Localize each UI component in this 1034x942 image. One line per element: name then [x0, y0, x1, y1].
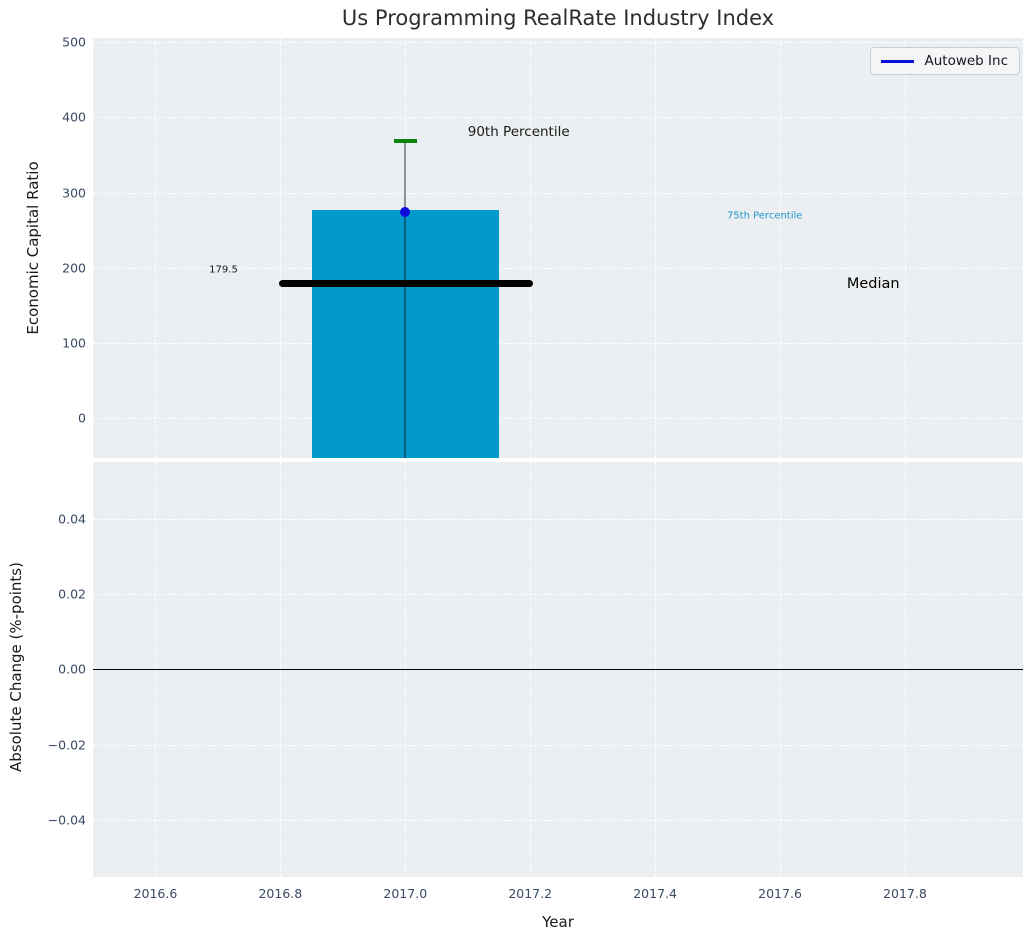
annotation-90th-percentile: 90th Percentile	[467, 123, 570, 140]
annotation-median: Median	[846, 275, 900, 292]
y-tick-label-top: 0	[78, 410, 86, 426]
gridline-horizontal	[93, 594, 1023, 596]
x-tick-label: 2017.8	[883, 886, 927, 901]
y-tick-label-bottom: 0.02	[58, 586, 86, 602]
x-tick-label: 2017.6	[758, 886, 802, 901]
y-tick-label-top: 100	[62, 335, 86, 351]
gridline-horizontal	[93, 518, 1023, 520]
annotation-179-5: 179.5	[209, 264, 238, 276]
gridline-vertical	[280, 38, 282, 458]
gridline-horizontal	[93, 42, 1023, 44]
y-tick-label-top: 300	[62, 185, 86, 201]
chart-title: Us Programming RealRate Industry Index	[341, 6, 775, 30]
bottom-axes-absolute-change	[93, 462, 1023, 877]
x-tick-label: 2017.0	[383, 886, 428, 901]
gridline-horizontal	[93, 192, 1023, 194]
y-tick-label-bottom: 0.04	[58, 511, 86, 527]
y-tick-label-bottom: −0.04	[47, 812, 86, 828]
x-axis-label: Year	[542, 913, 574, 931]
median-line	[278, 279, 534, 287]
gridline-horizontal	[93, 418, 1023, 420]
y-tick-label-top: 500	[62, 34, 86, 50]
percentile-error-line	[404, 141, 407, 458]
x-tick-label: 2017.4	[633, 886, 677, 901]
company-dot[interactable]	[400, 206, 411, 217]
annotation-75th-percentile: 75th Percentile	[726, 210, 803, 222]
gridline-vertical	[904, 38, 906, 458]
x-tick-label: 2016.6	[133, 886, 178, 901]
gridline-horizontal	[93, 819, 1023, 821]
legend[interactable]: Autoweb Inc	[870, 47, 1020, 75]
x-tick-label: 2016.8	[258, 886, 303, 901]
legend-label: Autoweb Inc	[924, 53, 1008, 69]
y-tick-label-bottom: −0.02	[47, 737, 86, 753]
percentile-90-cap	[393, 139, 417, 144]
top-axes-economic-capital-ratio: Autoweb Inc 90th Percentile 75th Percenti…	[93, 38, 1023, 458]
gridline-horizontal	[93, 744, 1023, 746]
industry-bar[interactable]	[311, 209, 499, 458]
gridline-horizontal	[93, 343, 1023, 345]
gridline-vertical	[655, 38, 657, 458]
y-tick-label-top: 400	[62, 109, 86, 125]
gridline-horizontal	[93, 267, 1023, 269]
y-tick-label-bottom: 0.00	[58, 661, 86, 677]
y-tick-label-top: 200	[62, 260, 86, 276]
zero-line	[93, 668, 1023, 671]
legend-line-swatch	[881, 59, 915, 63]
gridline-vertical	[530, 38, 532, 458]
gridline-vertical	[155, 38, 157, 458]
gridline-vertical	[780, 38, 782, 458]
gridline-horizontal	[93, 117, 1023, 119]
x-tick-label: 2017.2	[508, 886, 553, 901]
